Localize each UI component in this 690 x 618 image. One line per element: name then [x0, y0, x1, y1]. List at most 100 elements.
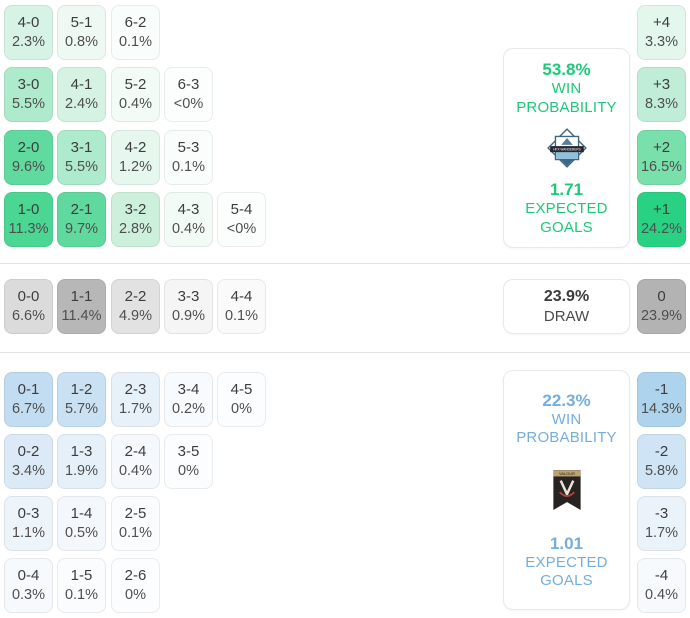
home-win-probability-value: 53.8%	[542, 60, 591, 80]
score-tile-1-2-probability: 5.7%	[64, 400, 99, 417]
score-tile-4-3-probability: 0.4%	[171, 220, 206, 237]
score-tile-2-0-probability: 9.6%	[11, 158, 46, 175]
score-tile-0-3: 0-3 1.1%	[4, 496, 53, 551]
goal-diff-tile-+2-label: +2	[652, 139, 671, 157]
score-tile-1-5-label: 1-5	[70, 567, 93, 585]
score-tile-5-1-label: 5-1	[70, 14, 93, 32]
score-tile-4-3-label: 4-3	[177, 201, 200, 219]
score-tile-3-2-probability: 2.8%	[118, 220, 153, 237]
goal-diff-tile-+1-label: +1	[652, 201, 671, 219]
score-tile-5-4: 5-4 <0%	[217, 192, 266, 247]
score-tile-2-2-label: 2-2	[124, 288, 147, 306]
score-tile-0-1-label: 0-1	[17, 381, 40, 399]
score-tile-4-4-label: 4-4	[230, 288, 253, 306]
score-tile-6-2-probability: 0.1%	[118, 33, 153, 50]
score-tile-1-2: 1-2 5.7%	[57, 372, 106, 427]
score-tile-3-4-probability: 0.2%	[171, 400, 206, 417]
score-tile-2-5-label: 2-5	[124, 505, 147, 523]
score-tile-0-4: 0-4 0.3%	[4, 558, 53, 613]
score-tile-0-4-label: 0-4	[17, 567, 40, 585]
score-tile-4-5: 4-5 0%	[217, 372, 266, 427]
goal-diff-tile-+4: +4 3.3%	[637, 5, 686, 60]
home-win-probability-stat: 53.8% WIN PROBABILITY	[516, 59, 617, 117]
section-divider-top	[0, 263, 690, 264]
score-tile-3-3-probability: 0.9%	[171, 307, 206, 324]
goal-diff-tile--3-probability: 1.7%	[644, 524, 679, 541]
away-xg-label-line2: GOALS	[540, 572, 593, 590]
score-tile-3-4: 3-4 0.2%	[164, 372, 213, 427]
score-tile-3-0-probability: 5.5%	[11, 95, 46, 112]
goal-diff-tile--4-probability: 0.4%	[644, 586, 679, 603]
score-tile-3-3: 3-3 0.9%	[164, 279, 213, 334]
goal-diff-tile-+1: +1 24.2%	[637, 192, 686, 247]
score-tile-2-2: 2-2 4.9%	[111, 279, 160, 334]
score-tile-4-2-label: 4-2	[124, 139, 147, 157]
svg-text:VALOUR: VALOUR	[559, 471, 575, 476]
draw-probability-value: 23.9%	[543, 288, 590, 306]
away-win-probability-stat: 22.3% WIN PROBABILITY	[516, 390, 617, 448]
score-tile-2-2-probability: 4.9%	[118, 307, 153, 324]
score-tile-5-3-probability: 0.1%	[171, 158, 206, 175]
home-win-panel: 53.8% WIN PROBABILITY HFX WANDERERS 1.71…	[503, 48, 630, 248]
hfx-wanderers-crest-icon: HFX WANDERERS	[546, 127, 588, 169]
score-tile-3-1-probability: 5.5%	[64, 158, 99, 175]
score-tile-4-3: 4-3 0.4%	[164, 192, 213, 247]
score-tile-2-1-label: 2-1	[70, 201, 93, 219]
goal-diff-tile--2-label: -2	[654, 443, 669, 461]
score-tile-2-1: 2-1 9.7%	[57, 192, 106, 247]
score-tile-4-4: 4-4 0.1%	[217, 279, 266, 334]
score-tile-6-3: 6-3 <0%	[164, 67, 213, 122]
goal-diff-tile--1-label: -1	[654, 381, 669, 399]
goal-diff-tile--1: -1 14.3%	[637, 372, 686, 427]
score-tile-0-2-label: 0-2	[17, 443, 40, 461]
score-tile-3-3-label: 3-3	[177, 288, 200, 306]
home-xg-label-line1: EXPECTED	[525, 200, 608, 218]
svg-text:HFX WANDERERS: HFX WANDERERS	[553, 148, 580, 152]
score-tile-4-5-probability: 0%	[231, 400, 252, 417]
away-expected-goals-stat: 1.01 EXPECTED GOALS	[525, 533, 607, 591]
away-expected-goals-value: 1.01	[549, 533, 584, 553]
goal-diff-tile-0-probability: 23.9%	[640, 307, 683, 324]
goal-diff-tile-+2-probability: 16.5%	[640, 158, 683, 175]
score-tile-2-0: 2-0 9.6%	[4, 130, 53, 185]
score-tile-3-0-label: 3-0	[17, 76, 40, 94]
score-tile-5-3: 5-3 0.1%	[164, 130, 213, 185]
score-tile-5-3-label: 5-3	[177, 139, 200, 157]
score-tile-2-0-label: 2-0	[17, 139, 40, 157]
goal-diff-tile-+2: +2 16.5%	[637, 130, 686, 185]
score-tile-1-3: 1-3 1.9%	[57, 434, 106, 489]
section-divider-bottom	[0, 352, 690, 353]
score-tile-2-4: 2-4 0.4%	[111, 434, 160, 489]
away-win-probability-value: 22.3%	[542, 390, 591, 410]
score-tile-3-2: 3-2 2.8%	[111, 192, 160, 247]
score-tile-1-1: 1-1 11.4%	[57, 279, 106, 334]
score-tile-1-0-probability: 11.3%	[8, 220, 49, 237]
goal-diff-tile-0-label: 0	[657, 288, 666, 306]
score-tile-6-3-probability: <0%	[173, 95, 204, 112]
score-tile-2-3-label: 2-3	[124, 381, 147, 399]
score-tile-2-4-label: 2-4	[124, 443, 147, 461]
score-tile-0-3-probability: 1.1%	[11, 524, 46, 541]
draw-label: DRAW	[543, 307, 590, 325]
goal-diff-tile-+4-label: +4	[652, 14, 671, 32]
score-tile-6-2-label: 6-2	[124, 14, 147, 32]
home-expected-goals-stat: 1.71 EXPECTED GOALS	[525, 179, 607, 237]
score-tile-6-3-label: 6-3	[177, 76, 200, 94]
score-tile-6-2: 6-2 0.1%	[111, 5, 160, 60]
score-tile-4-4-probability: 0.1%	[224, 307, 259, 324]
goal-diff-tile-+1-probability: 24.2%	[640, 220, 683, 237]
score-tile-2-6-probability: 0%	[125, 586, 146, 603]
score-tile-2-5-probability: 0.1%	[118, 524, 153, 541]
home-xg-label-line2: GOALS	[540, 218, 593, 236]
score-tile-3-2-label: 3-2	[124, 201, 147, 219]
score-tile-5-2-probability: 0.4%	[118, 95, 153, 112]
goal-diff-tile--2: -2 5.8%	[637, 434, 686, 489]
score-tile-0-3-label: 0-3	[17, 505, 40, 523]
score-tile-5-1-probability: 0.8%	[64, 33, 99, 50]
score-tile-0-0-label: 0-0	[17, 288, 40, 306]
score-tile-1-1-probability: 11.4%	[61, 307, 102, 324]
score-tile-5-2-label: 5-2	[124, 76, 147, 94]
score-tile-1-3-label: 1-3	[70, 443, 93, 461]
score-tile-2-4-probability: 0.4%	[118, 462, 153, 479]
